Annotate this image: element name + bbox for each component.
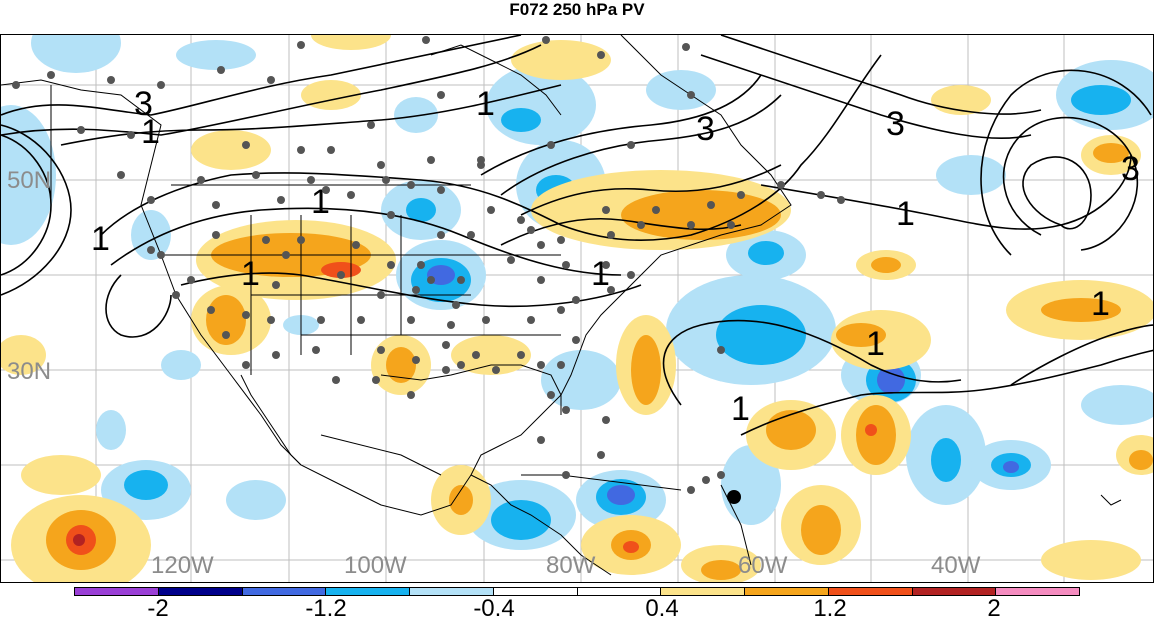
colorbar-segment bbox=[410, 588, 494, 595]
map-canvas: 3 1 1 1 1 3 1 3 1 1 1 3 1 1 bbox=[1, 35, 1153, 582]
colorbar-segment bbox=[996, 588, 1079, 595]
storm-marker bbox=[727, 490, 741, 504]
lon-label-60w: 60W bbox=[738, 552, 788, 579]
colorbar-segment bbox=[745, 588, 829, 595]
colorbar-segment bbox=[577, 588, 662, 595]
colorbar-segment bbox=[242, 588, 327, 595]
colorbar bbox=[74, 587, 1080, 596]
pv-map: 3 1 1 1 1 3 1 3 1 1 1 3 1 1 bbox=[0, 34, 1154, 583]
colorbar-segment bbox=[326, 588, 410, 595]
colorbar-segment bbox=[493, 588, 578, 595]
lat-label-50n: 50N bbox=[7, 167, 52, 194]
colorbar-segment bbox=[661, 588, 745, 595]
colorbar-tick: -1.2 bbox=[305, 595, 347, 622]
contour-label: 3 bbox=[886, 105, 905, 143]
colorbar-segment bbox=[912, 588, 997, 595]
contour-label: 1 bbox=[731, 390, 750, 428]
contour-label: 1 bbox=[241, 255, 260, 293]
colorbar-tick: 1.2 bbox=[813, 595, 847, 622]
station-markers bbox=[12, 36, 845, 494]
contour-label: 3 bbox=[696, 110, 715, 148]
colorbar-tick: -0.4 bbox=[473, 595, 515, 622]
pv-contours bbox=[1, 35, 1153, 436]
colorbar-tick: 2 bbox=[987, 595, 1001, 622]
colorbar-segment bbox=[75, 588, 159, 595]
contour-label: 3 bbox=[1121, 150, 1140, 188]
negative-anomaly-mid bbox=[124, 85, 1131, 540]
positive-anomaly-extreme bbox=[73, 534, 85, 546]
positive-anomaly-light bbox=[1, 35, 1153, 582]
lon-label-100w: 100W bbox=[344, 552, 407, 579]
lon-label-120w: 120W bbox=[151, 552, 214, 579]
contour-label: 1 bbox=[866, 325, 885, 363]
contour-label: 1 bbox=[1091, 285, 1110, 323]
colorbar-segment bbox=[828, 588, 913, 595]
lat-label-30n: 30N bbox=[7, 358, 52, 385]
contour-label: 1 bbox=[91, 220, 110, 258]
colorbar-tick: 0.4 bbox=[645, 595, 679, 622]
contour-label: 1 bbox=[896, 195, 915, 233]
contour-label: 1 bbox=[141, 113, 160, 151]
map-title: F072 250 hPa PV bbox=[509, 0, 645, 19]
colorbar-segment bbox=[158, 588, 243, 595]
lon-label-80w: 80W bbox=[546, 552, 596, 579]
contour-label: 3 bbox=[134, 85, 153, 123]
contour-label: 1 bbox=[591, 255, 610, 293]
contour-label: 1 bbox=[476, 85, 495, 123]
lon-label-40w: 40W bbox=[931, 552, 981, 579]
colorbar-tick: -2 bbox=[147, 595, 169, 622]
